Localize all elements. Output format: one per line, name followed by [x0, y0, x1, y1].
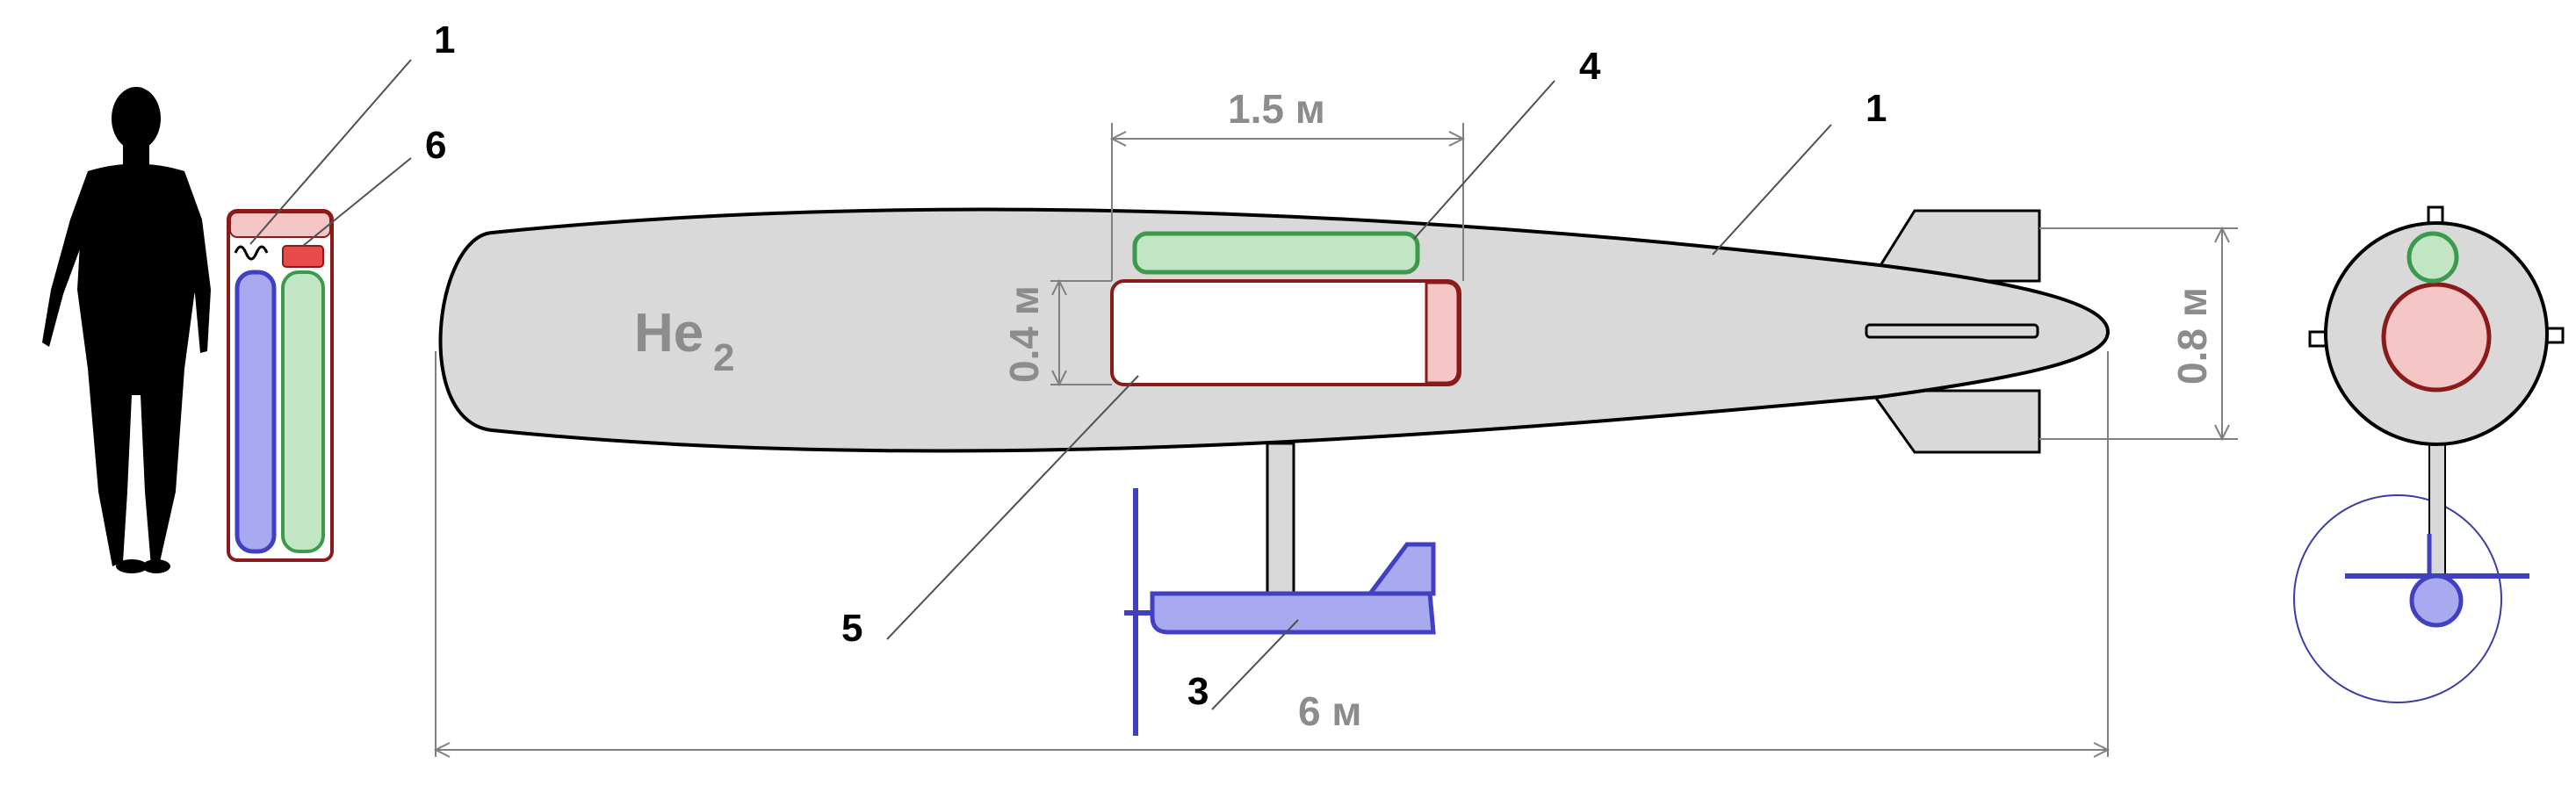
front-strut — [2428, 436, 2446, 582]
coil-icon — [234, 245, 269, 261]
callout-5: 5 — [841, 607, 862, 650]
gas-symbol: He — [634, 303, 704, 364]
callout-1-left: 1 — [434, 18, 455, 61]
callout-1-right: 1 — [1865, 87, 1887, 130]
dim-label-tail-height: 0.8 м — [2169, 287, 2215, 385]
gondola-compartment — [1110, 279, 1461, 386]
dim-label-compartment-height: 0.4 м — [1001, 285, 1047, 383]
callout-3: 3 — [1187, 670, 1209, 713]
dim-label-compartment-length: 1.5 м — [1228, 86, 1325, 132]
dim-compartment-height — [1050, 278, 1112, 387]
propeller-disc — [2293, 494, 2502, 703]
green-tank — [1132, 231, 1420, 275]
dim-label-total-length: 6 м — [1298, 688, 1361, 734]
dim-tail-height — [2039, 226, 2238, 442]
aircraft-tail — [1366, 542, 1436, 596]
front-view — [2293, 205, 2565, 703]
front-green-tank — [2406, 231, 2459, 284]
human-silhouette — [42, 87, 211, 573]
horizontal-stabilizer — [1865, 323, 2039, 339]
aircraft-fuselage — [1150, 591, 1436, 635]
strut — [1266, 442, 1295, 594]
small-aircraft — [1124, 488, 1436, 736]
gas-subscript: 2 — [713, 336, 734, 379]
lower-tail-fin — [1868, 389, 2041, 454]
upper-tail-fin — [1868, 209, 2041, 283]
front-aircraft-body — [2409, 573, 2464, 628]
dim-total-length — [433, 351, 2111, 758]
packed-container — [227, 59, 412, 562]
front-gondola — [2381, 282, 2492, 392]
callout-6: 6 — [425, 124, 446, 167]
callout-4: 4 — [1579, 45, 1601, 88]
dim-compartment-length — [1109, 123, 1466, 281]
